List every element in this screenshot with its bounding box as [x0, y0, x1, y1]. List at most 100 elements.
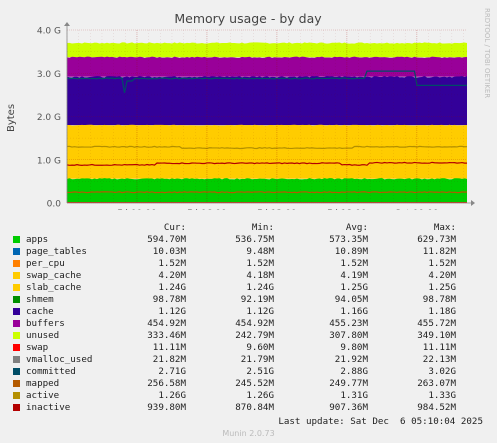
chart-title: Memory usage - by day [174, 11, 322, 26]
legend-value-min: 2.51G [246, 366, 274, 377]
legend-row-buffers: buffers 454.92M 454.92M 455.23M 455.72M [0, 318, 497, 329]
line-inactive [66, 161, 468, 166]
legend-value-max: 455.72M [417, 318, 456, 329]
legend-value-cur: 4.20M [158, 270, 186, 281]
legend-value-min: 870.84M [235, 402, 274, 413]
legend-row-mapped: mapped 256.58M 245.52M 249.77M 263.07M [0, 378, 497, 389]
legend-value-max: 22.13M [422, 354, 456, 365]
legend-header-min: Min: [251, 222, 274, 233]
legend-value-min: 9.60M [246, 342, 274, 353]
legend-row-slab-cache: slab_cache 1.24G 1.24G 1.25G 1.25G [0, 282, 497, 293]
legend-value-max: 629.73M [417, 234, 456, 245]
legend-header-max: Max: [433, 222, 456, 233]
legend-swatch [13, 356, 20, 363]
legend-swatch [13, 296, 20, 303]
legend-value-avg: 907.36M [329, 402, 368, 413]
axes: 0.0 1.0 G 2.0 G 3.0 G 4.0 G Fri 00:00 Fri 06:0… [37, 22, 475, 210]
legend-row-swap: swap 11.11M 9.60M 9.80M 11.11M [0, 342, 497, 353]
legend-swatch [13, 260, 20, 267]
legend-row-vmalloc-used: vmalloc_used 21.82M 21.79M 21.92M 22.13M [0, 354, 497, 365]
legend-series-name: inactive [26, 402, 71, 413]
legend-value-min: 1.12G [246, 306, 274, 317]
legend-value-cur: 454.92M [147, 318, 186, 329]
legend-header-cur: Cur: [163, 222, 186, 233]
x-tick-label: Fri 00:00 [117, 209, 157, 210]
legend-value-max: 3.02G [428, 366, 456, 377]
legend-swatch [13, 236, 20, 243]
area-buffers [67, 56, 467, 77]
legend-value-avg: 9.80M [340, 342, 368, 353]
legend-series-name: page_tables [26, 246, 87, 257]
legend-value-max: 1.33G [428, 390, 456, 401]
legend-value-cur: 333.46M [147, 330, 186, 341]
x-tick-label: Fri 06:00 [187, 209, 227, 210]
legend-value-min: 245.52M [235, 378, 274, 389]
x-tick-label: Fri 18:00 [327, 209, 367, 210]
legend-value-avg: 1.52M [340, 258, 368, 269]
legend-swatch [13, 404, 20, 411]
legend-value-cur: 594.70M [147, 234, 186, 245]
legend-value-max: 349.10M [417, 330, 456, 341]
legend-swatch [13, 344, 20, 351]
legend-swatch [13, 380, 20, 387]
legend-row-committed: committed 2.71G 2.51G 2.88G 3.02G [0, 366, 497, 377]
legend-series-name: swap_cache [26, 270, 82, 281]
legend-swatch [13, 284, 20, 291]
legend-series-name: cache [26, 306, 54, 317]
legend-value-min: 1.52M [246, 258, 274, 269]
legend-value-min: 21.79M [240, 354, 274, 365]
legend-value-cur: 98.78M [152, 294, 186, 305]
legend-value-cur: 21.82M [152, 354, 186, 365]
legend-value-cur: 256.58M [147, 378, 186, 389]
y-tick-label: 4.0 G [37, 27, 61, 37]
x-tick-label: Fri 12:00 [257, 209, 297, 210]
legend-value-avg: 1.31G [340, 390, 368, 401]
legend-value-max: 263.07M [417, 378, 456, 389]
legend-series-name: buffers [26, 318, 65, 329]
area-slab-cache [67, 124, 467, 179]
legend-value-avg: 2.88G [340, 366, 368, 377]
munin-version: Munin 2.0.73 [222, 429, 275, 438]
legend-row-cache: cache 1.12G 1.12G 1.16G 1.18G [0, 306, 497, 317]
legend-series-name: vmalloc_used [26, 354, 93, 365]
legend-value-avg: 21.92M [334, 354, 368, 365]
legend-value-avg: 4.19M [340, 270, 368, 281]
legend-value-min: 242.79M [235, 330, 274, 341]
legend-value-max: 1.52M [428, 258, 456, 269]
legend-swatch [13, 272, 20, 279]
y-tick-label: 2.0 G [37, 113, 61, 123]
legend-value-max: 98.78M [422, 294, 456, 305]
rrdtool-credit: RRDTOOL / TOBI OETIKER [483, 8, 491, 98]
legend-row-unused: unused 333.46M 242.79M 307.80M 349.10M [0, 330, 497, 341]
area-apps [67, 178, 467, 203]
legend-value-cur: 939.80M [147, 402, 186, 413]
legend-series-name: slab_cache [26, 282, 82, 293]
legend-series-name: unused [26, 330, 60, 341]
last-update: Last update: Sat Dec 6 05:10:04 2025 [278, 416, 483, 427]
legend-value-avg: 10.89M [334, 246, 368, 257]
y-tick-label: 1.0 G [37, 156, 61, 166]
y-axis-arrow [64, 22, 70, 26]
legend-row-swap-cache: swap_cache 4.20M 4.18M 4.19M 4.20M [0, 270, 497, 281]
y-tick-label: 0.0 [47, 200, 62, 210]
legend-swatch [13, 248, 20, 255]
legend-value-cur: 1.52M [158, 258, 186, 269]
legend-series-name: mapped [26, 378, 60, 389]
legend-value-max: 11.82M [422, 246, 456, 257]
legend-swatch [13, 308, 20, 315]
line-committed [66, 70, 467, 93]
legend-row-per-cpu: per_cpu 1.52M 1.52M 1.52M 1.52M [0, 258, 497, 269]
legend-value-min: 536.75M [235, 234, 274, 245]
legend-series-name: apps [26, 234, 49, 245]
legend-value-cur: 1.12G [158, 306, 186, 317]
line-mapped [66, 191, 468, 194]
legend-value-cur: 10.03M [152, 246, 186, 257]
legend-value-avg: 573.35M [329, 234, 368, 245]
legend-value-avg: 307.80M [329, 330, 368, 341]
legend-row-active: active 1.26G 1.26G 1.31G 1.33G [0, 390, 497, 401]
legend-swatch [13, 320, 20, 327]
legend-row-shmem: shmem 98.78M 92.19M 94.05M 98.78M [0, 294, 497, 305]
legend-swatch [13, 392, 20, 399]
legend-series-name: per_cpu [26, 258, 65, 269]
legend-value-max: 11.11M [422, 342, 456, 353]
